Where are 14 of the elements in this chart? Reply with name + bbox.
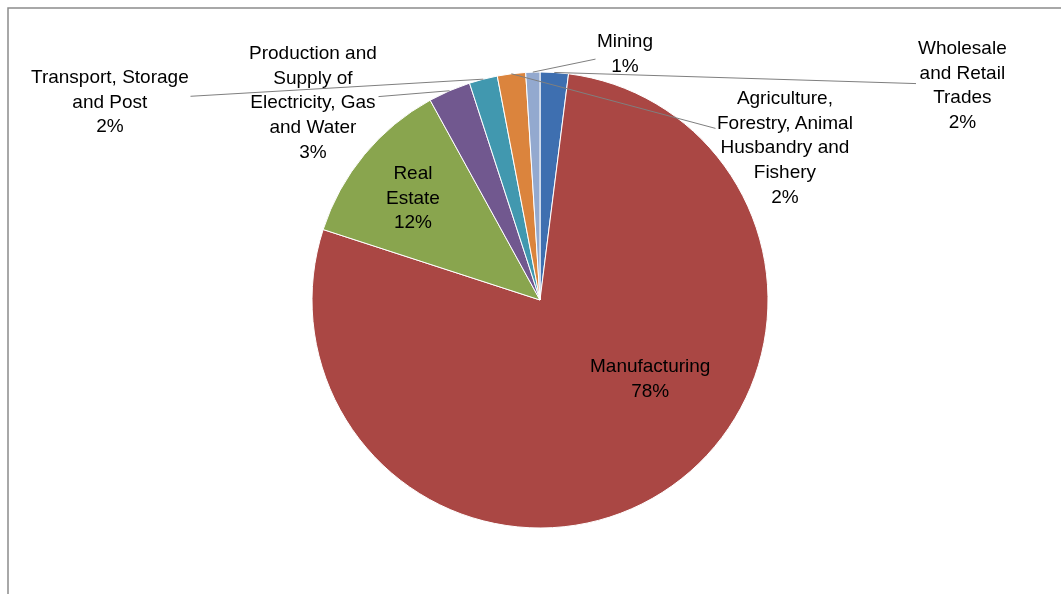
data-label: 2%	[96, 115, 124, 137]
data-label: 3%	[299, 140, 327, 162]
slice-label: Agriculture, Forestry, Animal Husbandry and Fishery	[717, 87, 853, 183]
slice-label: Mining	[597, 30, 653, 51]
slice-label: Real Estate	[386, 162, 440, 208]
slice-label: Production and Supply of Electricity, Gas and Water	[249, 42, 377, 138]
slice-label: Manufacturing	[590, 355, 711, 376]
data-label: 12%	[393, 211, 433, 233]
data-label: 1%	[611, 54, 639, 76]
data-label: 78%	[631, 379, 670, 401]
slice-label: Transport, Storage and Post	[31, 66, 189, 112]
data-label: 2%	[948, 111, 977, 133]
data-label: 2%	[771, 185, 799, 207]
slice-label: Wholesale and Retail Trades	[918, 37, 1007, 108]
